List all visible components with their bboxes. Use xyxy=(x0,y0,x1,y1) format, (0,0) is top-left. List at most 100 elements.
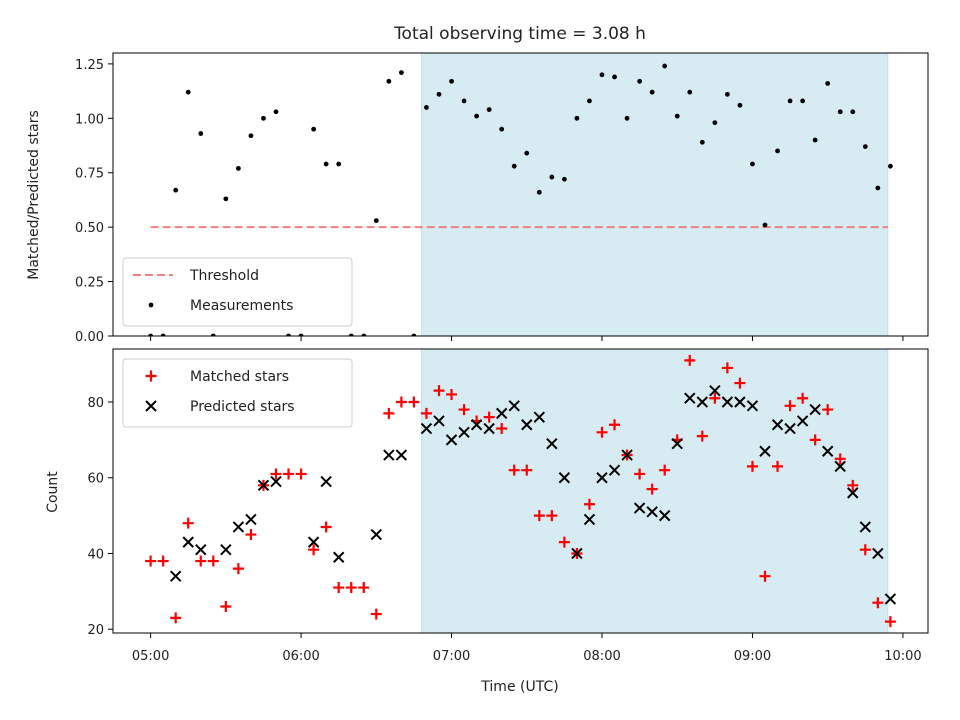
predicted-star-point xyxy=(395,449,408,461)
bottom-legend: Matched stars Predicted stars xyxy=(122,358,353,428)
bottom-shaded-region xyxy=(420,348,889,634)
matched-star-point xyxy=(433,385,445,397)
measurement-point xyxy=(461,98,467,104)
measurement-point xyxy=(223,196,229,202)
legend-entry-label: Matched stars xyxy=(190,369,289,385)
matched-star-point xyxy=(483,411,495,423)
bottom-panel: 20 40 60 80 05:00 06:00 07:00 08:00 09:00 10:00 Ma… xyxy=(87,348,929,664)
matched-star-point xyxy=(847,479,859,491)
predicted-star-point xyxy=(884,593,897,605)
measurement-point xyxy=(612,74,617,80)
predicted-star-point xyxy=(433,415,445,427)
top-axes-frame xyxy=(112,52,929,337)
predicted-star-point xyxy=(847,487,859,499)
measurement-point xyxy=(561,176,567,182)
matched-star-point xyxy=(772,460,784,472)
predicted-star-point xyxy=(420,422,433,435)
predicted-star-point xyxy=(734,396,746,408)
measurement-point xyxy=(511,163,517,169)
predicted-star-point xyxy=(521,419,533,431)
measurement-point xyxy=(311,126,317,132)
bottom-y-tick-label: 40 xyxy=(87,547,104,562)
legend-entry-label: Threshold xyxy=(189,268,259,284)
top-shaded-region xyxy=(420,52,889,337)
matched-star-point xyxy=(583,498,595,510)
measurement-point xyxy=(775,148,780,154)
matched-star-point xyxy=(834,453,846,465)
measurement-point xyxy=(812,137,818,143)
matched-star-point xyxy=(446,388,458,400)
measurement-point xyxy=(373,218,379,224)
matched-star-point xyxy=(295,468,307,480)
measurement-point xyxy=(273,109,279,115)
matched-star-point xyxy=(358,582,370,594)
top-y-axis-label: Matched/Predicted stars xyxy=(26,110,42,280)
measurement-point xyxy=(587,98,592,104)
legend-predicted-swatch xyxy=(145,400,157,412)
measurement-point xyxy=(674,113,680,119)
measurement-point xyxy=(148,333,154,336)
measurement-point xyxy=(524,150,530,156)
measurement-point xyxy=(574,115,580,121)
matched-star-point xyxy=(734,377,746,389)
matched-star-point xyxy=(320,521,332,533)
x-tick-label: 07:00 xyxy=(433,649,470,664)
predicted-star-point xyxy=(470,419,483,431)
predicted-star-point xyxy=(495,407,508,420)
matched-star-point xyxy=(408,396,420,408)
top-y-tick-label: 0.25 xyxy=(75,276,104,291)
measurement-point xyxy=(724,91,730,97)
measurement-point xyxy=(762,222,768,228)
matched-star-point xyxy=(383,407,395,419)
matched-star-point xyxy=(508,464,520,476)
measurement-point xyxy=(173,187,179,193)
matched-star-point xyxy=(784,400,796,412)
top-y-tick-label: 0.75 xyxy=(75,167,104,182)
matched-star-point xyxy=(721,362,733,374)
matched-star-point xyxy=(333,582,345,594)
matched-star-point xyxy=(797,392,809,404)
bottom-y-tick-label: 60 xyxy=(87,472,104,487)
top-y-tick-label: 0.00 xyxy=(75,330,104,345)
predicted-star-point xyxy=(558,472,571,484)
measurement-point xyxy=(160,333,166,336)
predicted-star-point xyxy=(583,513,596,526)
legend-entry-label: Predicted stars xyxy=(190,399,295,415)
predicted-star-point xyxy=(245,513,257,526)
bottom-y-axis-label: Count xyxy=(45,471,61,513)
matched-star-point xyxy=(634,468,646,480)
predicted-star-point xyxy=(195,543,207,556)
measurement-point xyxy=(398,70,404,75)
measurement-point xyxy=(235,165,241,171)
matched-star-point xyxy=(145,555,157,567)
matched-star-point xyxy=(157,555,169,567)
predicted-star-point xyxy=(684,392,696,404)
predicted-star-point xyxy=(646,506,658,518)
legend-entry-label: Measurements xyxy=(190,298,293,314)
predicted-star-point xyxy=(721,396,734,408)
predicted-star-point xyxy=(658,509,671,522)
matched-star-point xyxy=(220,600,232,612)
predicted-star-point xyxy=(320,475,332,488)
measurement-point xyxy=(875,185,881,191)
legend-matched-swatch xyxy=(145,370,157,382)
measurement-point xyxy=(248,133,254,139)
measurement-point xyxy=(624,115,630,121)
measurement-point xyxy=(361,333,367,336)
measurement-point xyxy=(298,333,304,336)
predicted-star-point xyxy=(872,547,884,560)
predicted-star-point xyxy=(596,472,608,484)
measurement-point xyxy=(787,98,793,104)
top-legend: Threshold Measurements xyxy=(122,257,353,327)
measurement-point xyxy=(850,109,856,115)
matched-star-point xyxy=(558,536,570,548)
predicted-star-point xyxy=(370,528,383,541)
matched-star-point xyxy=(696,430,708,442)
bottom-y-tick-label: 80 xyxy=(87,396,104,411)
matched-star-point xyxy=(859,544,871,556)
matched-star-point xyxy=(245,529,257,541)
predicted-star-point xyxy=(508,400,520,412)
predicted-star-point xyxy=(859,521,872,533)
matched-star-point xyxy=(609,419,621,431)
